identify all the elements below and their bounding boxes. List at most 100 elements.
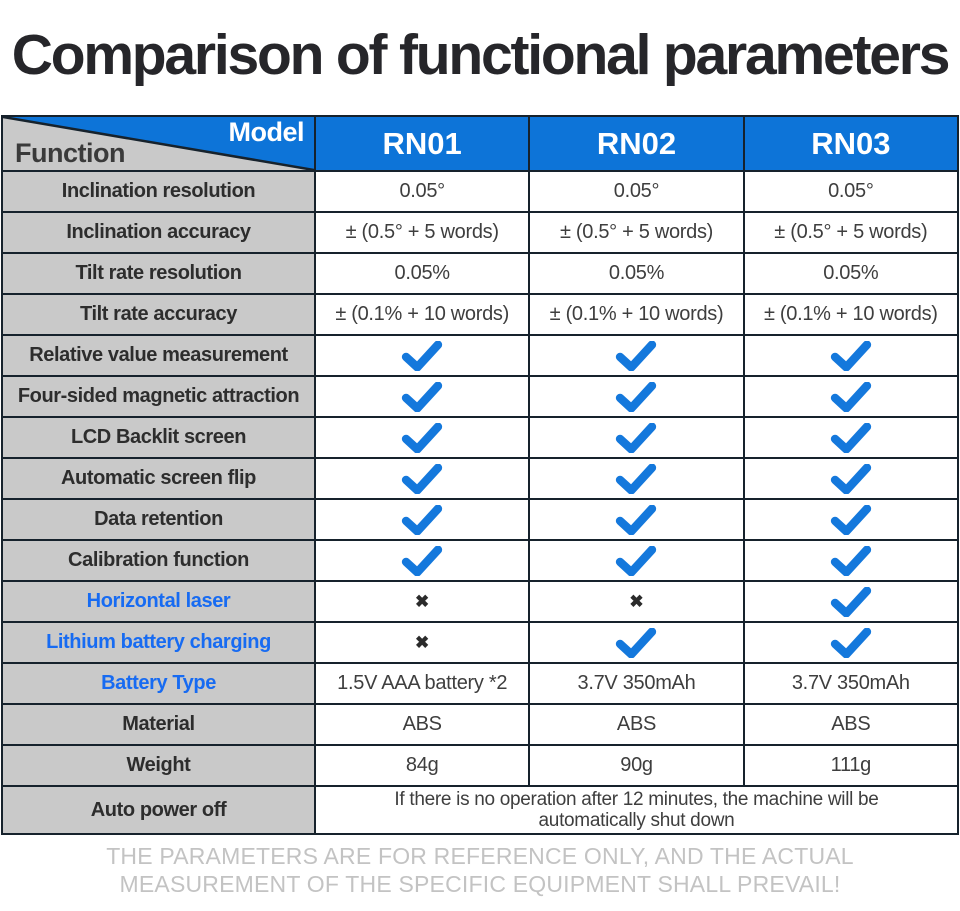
value-cell-data-retention-rn02	[530, 500, 743, 539]
cross-icon: ✖	[415, 592, 430, 611]
value-cell-tilt-rate-resolution-rn02: 0.05%	[530, 254, 743, 293]
row-label-text: Inclination resolution	[61, 180, 256, 202]
row-label-horizontal-laser: Horizontal laser	[3, 582, 314, 621]
check-icon	[830, 422, 872, 453]
model-header-rn03: RN03	[744, 117, 957, 170]
row-label-text: Auto power off	[90, 798, 227, 821]
value-cell-horizontal-laser-rn02: ✖	[530, 582, 743, 621]
row-label-lithium-battery-charging: Lithium battery charging	[3, 623, 314, 662]
value-cell-lcd-backlit-screen-rn01	[316, 418, 529, 457]
check-icon	[830, 463, 872, 494]
row-label-text: Calibration function	[68, 549, 249, 571]
value-cell-inclination-resolution-rn03: 0.05°	[744, 172, 957, 211]
value-cell-lithium-battery-charging-rn02	[530, 623, 743, 662]
value-cell-inclination-accuracy-rn02: ± (0.5° + 5 words)	[530, 213, 743, 252]
value-text: 84g	[405, 754, 439, 776]
value-text: ABS	[402, 713, 442, 735]
check-icon	[401, 504, 443, 535]
check-icon	[401, 463, 443, 494]
value-text: 3.7V 350mAh	[577, 672, 696, 694]
model-corner-label: Model	[228, 117, 305, 147]
value-cell-four-sided-magnetic-attraction-rn02	[530, 377, 743, 416]
value-text: 3.7V 350mAh	[791, 672, 910, 694]
row-label-material: Material	[3, 705, 314, 744]
check-icon	[615, 340, 657, 371]
check-icon	[401, 545, 443, 576]
row-label-data-retention: Data retention	[3, 500, 314, 539]
row-label-tilt-rate-resolution: Tilt rate resolution	[3, 254, 314, 293]
row-label-inclination-resolution: Inclination resolution	[3, 172, 314, 211]
row-label-weight: Weight	[3, 746, 314, 785]
check-icon	[401, 381, 443, 412]
value-cell-data-retention-rn01	[316, 500, 529, 539]
value-text: ± (0.1% + 10 words)	[335, 303, 509, 325]
page-title: Comparison of functional parameters	[11, 23, 951, 87]
check-icon	[615, 545, 657, 576]
value-cell-lcd-backlit-screen-rn02	[530, 418, 743, 457]
row-label-text: Tilt rate accuracy	[80, 303, 237, 325]
value-cell-automatic-screen-flip-rn02	[530, 459, 743, 498]
cross-icon: ✖	[629, 592, 644, 611]
check-icon	[830, 340, 872, 371]
value-cell-four-sided-magnetic-attraction-rn03	[744, 377, 957, 416]
row-label-text: Lithium battery charging	[46, 631, 271, 653]
value-cell-automatic-screen-flip-rn01	[316, 459, 529, 498]
value-text: ± (0.5° + 5 words)	[345, 221, 499, 243]
value-text: 0.05%	[394, 262, 451, 284]
value-cell-auto-power-off: If there is no operation after 12 minute…	[316, 787, 957, 833]
cross-icon: ✖	[415, 633, 430, 652]
value-cell-tilt-rate-resolution-rn01: 0.05%	[316, 254, 529, 293]
row-label-automatic-screen-flip: Automatic screen flip	[3, 459, 314, 498]
corner-cell: Model Function	[3, 117, 314, 170]
value-cell-lithium-battery-charging-rn01: ✖	[316, 623, 529, 662]
check-icon	[830, 627, 872, 658]
model-header-label: RN02	[596, 125, 677, 161]
spanned-value-text: If there is no operation after 12 minute…	[394, 789, 879, 831]
value-text: 111g	[830, 754, 872, 776]
value-text: 0.05%	[823, 262, 879, 284]
value-cell-horizontal-laser-rn01: ✖	[316, 582, 529, 621]
check-icon	[401, 422, 443, 453]
value-text: ± (0.1% + 10 words)	[763, 303, 938, 325]
check-icon	[830, 381, 872, 412]
value-cell-tilt-rate-accuracy-rn01: ± (0.1% + 10 words)	[316, 295, 529, 334]
row-label-tilt-rate-accuracy: Tilt rate accuracy	[3, 295, 314, 334]
check-icon	[830, 545, 872, 576]
value-cell-relative-value-measurement-rn02	[530, 336, 743, 375]
model-header-label: RN03	[811, 125, 891, 161]
check-icon	[830, 504, 872, 535]
value-cell-tilt-rate-accuracy-rn02: ± (0.1% + 10 words)	[530, 295, 743, 334]
value-cell-relative-value-measurement-rn03	[744, 336, 957, 375]
row-label-four-sided-magnetic-attraction: Four-sided magnetic attraction	[3, 377, 314, 416]
check-icon	[615, 422, 657, 453]
row-label-text: Weight	[126, 754, 191, 776]
value-cell-calibration-function-rn03	[744, 541, 957, 580]
check-icon	[401, 340, 443, 371]
value-cell-material-rn03: ABS	[744, 705, 957, 744]
value-cell-inclination-accuracy-rn01: ± (0.5° + 5 words)	[316, 213, 529, 252]
value-cell-calibration-function-rn02	[530, 541, 743, 580]
value-cell-calibration-function-rn01	[316, 541, 529, 580]
row-label-auto-power-off: Auto power off	[3, 787, 314, 833]
value-cell-lcd-backlit-screen-rn03	[744, 418, 957, 457]
value-cell-horizontal-laser-rn03	[744, 582, 957, 621]
row-label-text: Four-sided magnetic attraction	[17, 385, 300, 407]
row-label-inclination-accuracy: Inclination accuracy	[3, 213, 314, 252]
row-label-text: Data retention	[94, 508, 223, 530]
check-icon	[830, 586, 872, 617]
value-text: ABS	[831, 713, 871, 735]
row-label-text: Horizontal laser	[86, 590, 231, 612]
value-text: 0.05°	[399, 180, 445, 202]
value-cell-battery-type-rn01: 1.5V AAA battery *2	[316, 664, 529, 703]
value-cell-data-retention-rn03	[744, 500, 957, 539]
disclaimer-text: THE PARAMETERS ARE FOR REFERENCE ONLY, A…	[106, 843, 854, 897]
value-cell-inclination-resolution-rn01: 0.05°	[316, 172, 529, 211]
row-label-calibration-function: Calibration function	[3, 541, 314, 580]
row-label-relative-value-measurement: Relative value measurement	[3, 336, 314, 375]
value-cell-weight-rn03: 111g	[744, 746, 957, 785]
row-label-text: Inclination accuracy	[66, 221, 251, 243]
model-header-rn02: RN02	[530, 117, 743, 170]
check-icon	[615, 504, 657, 535]
value-text: ± (0.5° + 5 words)	[559, 221, 714, 243]
